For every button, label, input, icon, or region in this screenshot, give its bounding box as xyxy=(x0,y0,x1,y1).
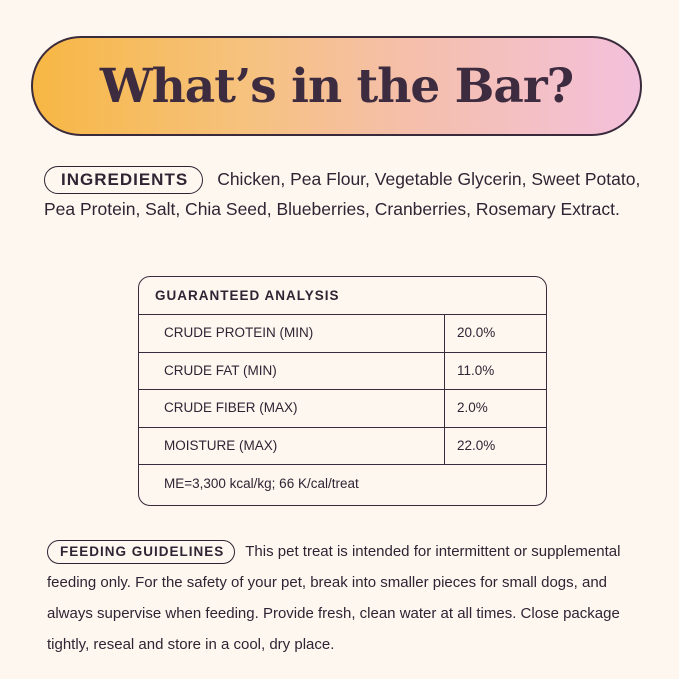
ingredients-label: INGREDIENTS xyxy=(44,166,204,194)
feeding-section: FEEDING GUIDELINES This pet treat is inte… xyxy=(47,536,647,660)
ingredients-text: Chicken, Pea Flour, Vegetable Glycerin, … xyxy=(44,169,641,219)
calorie-content: ME=3,300 kcal/kg; 66 K/cal/treat xyxy=(164,476,359,491)
nutrient-value: 11.0% xyxy=(457,362,495,378)
nutrient-value: 22.0% xyxy=(457,437,496,453)
table-row: CRUDE FAT (MIN) 11.0% xyxy=(139,352,546,390)
table-row: MOISTURE (MAX) 22.0% xyxy=(139,427,546,465)
title-banner: What’s in the Bar? xyxy=(31,36,642,136)
nutrient-value: 2.0% xyxy=(457,400,488,415)
nutrient-value: 20.0% xyxy=(457,325,496,340)
page-title: What’s in the Bar? xyxy=(99,58,574,114)
guaranteed-analysis-table: GUARANTEED ANALYSIS CRUDE PROTEIN (MIN) 2… xyxy=(138,276,547,506)
table-row: CRUDE FIBER (MAX) 2.0% xyxy=(139,390,546,428)
feeding-label: FEEDING GUIDELINES xyxy=(47,540,236,564)
nutrient-name: CRUDE FIBER (MAX) xyxy=(139,390,445,427)
nutrient-name: MOISTURE (MAX) xyxy=(139,427,445,464)
nutrient-name: CRUDE FAT (MIN) xyxy=(139,352,445,389)
feeding-text: This pet treat is intended for intermitt… xyxy=(47,543,621,653)
table-row: CRUDE PROTEIN (MIN) 20.0% xyxy=(139,315,546,353)
table-heading: GUARANTEED ANALYSIS xyxy=(139,277,546,315)
nutrient-name: CRUDE PROTEIN (MIN) xyxy=(139,315,445,352)
ingredients-section: INGREDIENTS Chicken, Pea Flour, Vegetable… xyxy=(44,164,644,224)
